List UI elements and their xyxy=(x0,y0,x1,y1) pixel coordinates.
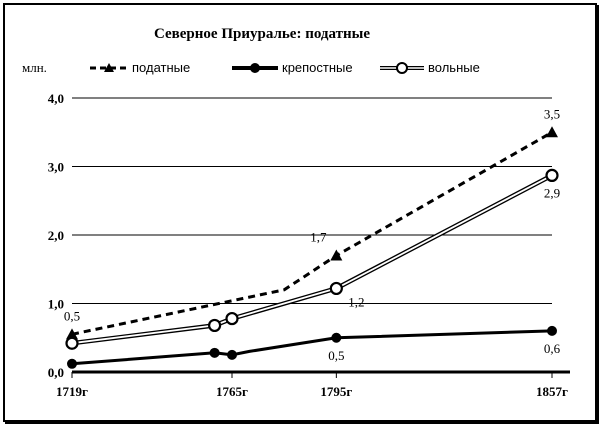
data-point xyxy=(67,358,77,369)
data-point xyxy=(209,347,220,358)
series-line xyxy=(71,329,553,366)
chart-frame xyxy=(3,3,597,422)
data-label: 1,2 xyxy=(348,294,364,309)
y-tick-label: 0,0 xyxy=(48,365,64,380)
data-label: 0,6 xyxy=(544,341,561,356)
data-point xyxy=(547,325,557,336)
data-point xyxy=(330,249,343,261)
data-point xyxy=(227,349,237,360)
data-point xyxy=(546,126,558,138)
data-point xyxy=(331,332,342,343)
legend: податные крепостные вольные xyxy=(90,60,480,75)
legend-label-1: крепостные xyxy=(282,60,353,75)
data-point xyxy=(66,328,78,340)
data-point xyxy=(208,318,222,333)
data-point xyxy=(329,281,343,296)
data-label: 1,7 xyxy=(310,230,327,245)
x-tick-label: 1795г xyxy=(320,384,352,399)
plot-area: 0,0 1,0 2,0 3,0 4,0 1719г 1765г 1795г 1857г 0,5 1,… xyxy=(48,91,570,399)
legend-item-2: вольные xyxy=(380,60,480,75)
series-1 xyxy=(67,325,557,369)
data-point xyxy=(545,168,559,183)
data-label: 2,9 xyxy=(544,185,560,200)
y-tick-label: 1,0 xyxy=(48,297,64,312)
x-tick-label: 1719г xyxy=(56,384,88,399)
circle-marker-icon xyxy=(396,62,408,74)
series-line xyxy=(71,130,553,336)
data-label: 0,5 xyxy=(328,348,344,363)
y-axis-label: млн. xyxy=(22,60,47,75)
series-0 xyxy=(66,126,558,340)
legend-item-1: крепостные xyxy=(232,60,353,75)
x-tick-label: 1765г xyxy=(216,384,248,399)
y-tick-label: 3,0 xyxy=(48,160,64,175)
dot-marker-icon xyxy=(250,63,260,73)
y-tick-label: 4,0 xyxy=(48,91,64,106)
legend-label-0: податные xyxy=(132,60,190,75)
data-label: 3,5 xyxy=(544,106,560,121)
legend-label-2: вольные xyxy=(428,60,480,75)
data-label: 0,5 xyxy=(64,308,80,323)
x-tick-label: 1857г xyxy=(536,384,568,399)
data-point xyxy=(65,336,79,350)
data-point xyxy=(225,311,239,326)
legend-item-0: податные xyxy=(90,60,190,75)
y-tick-label: 2,0 xyxy=(48,228,64,243)
triangle-marker-icon xyxy=(104,63,114,72)
chart-title: Северное Приуралье: податные xyxy=(154,26,370,42)
series-2 xyxy=(65,168,559,350)
